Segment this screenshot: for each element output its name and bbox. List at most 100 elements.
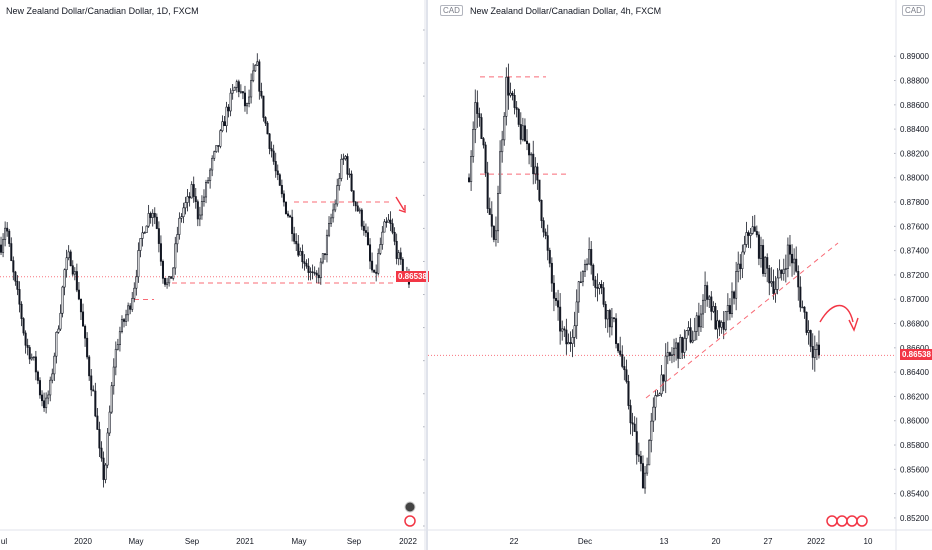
x-tick-label: 27 — [764, 537, 773, 546]
candle-body — [373, 269, 376, 273]
candle-body — [681, 337, 684, 353]
candle-body — [323, 253, 326, 256]
candle-body — [342, 158, 345, 160]
chart-title-daily: New Zealand Dollar/Canadian Dollar, 1D, … — [6, 6, 199, 16]
candle-body — [480, 117, 483, 139]
candle-body — [712, 306, 715, 312]
y-tick-label: 0.88800 — [900, 77, 929, 86]
candle-body — [817, 344, 820, 356]
currency-badge-right[interactable]: CAD — [902, 5, 925, 16]
candle-body — [505, 76, 508, 117]
candle-body — [666, 352, 669, 357]
candle-body — [633, 423, 636, 432]
candle-body — [92, 389, 95, 392]
candle-body — [766, 257, 769, 269]
candle-body — [722, 322, 725, 330]
candle-body — [612, 317, 616, 319]
candle-body — [237, 81, 240, 92]
candle-body — [270, 148, 273, 152]
candle-body — [338, 178, 341, 186]
candle-body — [246, 103, 249, 107]
candle-body — [116, 344, 119, 350]
candle-body — [184, 202, 187, 209]
candle-body — [672, 347, 676, 356]
candle-body — [18, 289, 21, 305]
candle-body — [627, 381, 630, 406]
candle-body — [710, 296, 713, 312]
y-tick-label: 0.85800 — [900, 441, 929, 450]
candle-body — [178, 217, 181, 235]
candle-body — [284, 201, 287, 215]
candle-body — [741, 251, 744, 270]
candle-body — [573, 325, 576, 338]
candle-body — [200, 201, 203, 216]
candle-body — [71, 265, 74, 275]
candle-body — [258, 61, 261, 92]
candle-body — [567, 342, 570, 345]
candle-body — [550, 262, 553, 284]
candle-body — [149, 213, 152, 218]
candle-body — [282, 193, 285, 203]
candle-body — [94, 390, 97, 417]
candle-body — [366, 232, 369, 246]
candle-body — [14, 271, 17, 282]
x-tick-label: 10 — [864, 537, 873, 546]
candle-body — [644, 472, 647, 489]
candle-body — [724, 311, 727, 330]
candle-body — [45, 397, 48, 409]
candle-body — [161, 261, 164, 279]
candle-body — [600, 283, 603, 289]
chart-pane-4h[interactable]: CAD New Zealand Dollar/Canadian Dollar, … — [428, 0, 932, 550]
candle-body — [602, 287, 605, 305]
candle-body — [53, 355, 56, 375]
candle-body — [36, 371, 39, 381]
candle-body — [221, 121, 224, 131]
candle-body — [22, 318, 25, 334]
chart-pane-daily[interactable]: New Zealand Dollar/Canadian Dollar, 1D, … — [0, 0, 429, 550]
candle-body — [538, 179, 541, 201]
candle-body — [399, 252, 402, 260]
candle-body — [718, 320, 721, 328]
candle-body — [546, 235, 549, 251]
candle-body — [615, 318, 618, 344]
candle-body — [369, 244, 372, 262]
pane-divider[interactable] — [426, 0, 428, 550]
candle-body — [749, 233, 752, 236]
candle-body — [650, 420, 653, 441]
candle-body — [350, 173, 353, 192]
candle-body — [307, 265, 310, 273]
daily-chart-canvas[interactable]: 0.940000.930000.920000.910000.900000.890… — [0, 0, 426, 550]
y-tick-label: 0.86200 — [900, 392, 929, 401]
candle-body — [151, 212, 154, 218]
candle-body — [299, 251, 302, 256]
candle-body — [509, 92, 512, 96]
candle-body — [305, 263, 308, 267]
candle-body — [256, 61, 259, 66]
4h-chart-canvas[interactable]: 0.89000 0.88800 0.88600 0.88400 0.88200 0.880… — [428, 0, 932, 550]
candle-body — [381, 231, 384, 245]
candle-body — [266, 122, 269, 135]
candle-body — [75, 271, 78, 291]
candle-body — [123, 319, 126, 322]
candle-body — [352, 190, 355, 203]
currency-badge-left[interactable]: CAD — [440, 5, 463, 16]
candle-body — [525, 140, 529, 145]
candle-body — [714, 306, 717, 330]
candle-body — [646, 464, 649, 474]
y-tick-label: 0.86600 — [900, 344, 929, 353]
candle-body — [755, 231, 758, 236]
candle-body — [528, 143, 531, 156]
candle-body — [77, 289, 80, 300]
candle-body — [82, 311, 85, 327]
candle-body — [517, 109, 520, 125]
x-tick-label: 20 — [712, 537, 721, 546]
candle-body — [125, 314, 128, 322]
candle-body — [490, 214, 493, 227]
candle-body — [301, 251, 304, 263]
candle-body — [211, 157, 214, 171]
candle-body — [231, 89, 234, 94]
candle-body — [639, 455, 642, 464]
x-tick-label: 2021 — [236, 537, 254, 546]
candle-body — [0, 244, 3, 253]
candle-body — [689, 327, 692, 343]
